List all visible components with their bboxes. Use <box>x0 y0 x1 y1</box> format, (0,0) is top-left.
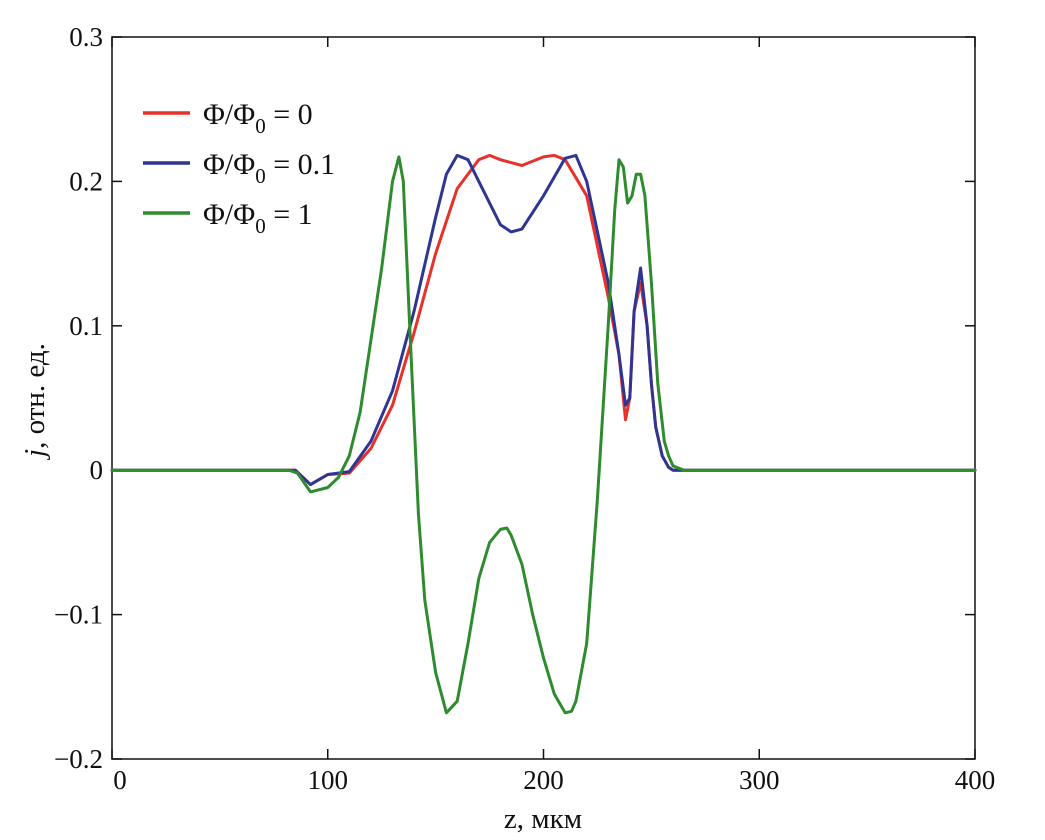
x-tick-label: 400 <box>955 765 996 795</box>
legend-label-2: Φ/Φ0 = 1 <box>203 198 313 238</box>
x-axis-title: z, мкм <box>504 803 582 835</box>
y-axis-title: j, отн. ед. <box>19 343 51 461</box>
legend-label-1: Φ/Φ0 = 0.1 <box>203 148 335 188</box>
y-axis-title-rest: , отн. ед. <box>19 343 51 449</box>
y-tick-label: 0.3 <box>69 22 103 52</box>
ticks-layer: 0 100 200 300 400 −0.2 −0.1 0 0.1 0.2 0.3 <box>54 22 995 795</box>
legend-label-0: Φ/Φ0 = 0 <box>203 98 313 138</box>
y-tick-label: 0.2 <box>69 166 103 196</box>
y-tick-label: −0.2 <box>54 744 103 774</box>
y-tick-label: 0 <box>90 455 104 485</box>
y-axis-title-italic: j <box>19 449 51 461</box>
plot-frame <box>111 36 976 760</box>
legend: Φ/Φ0 = 0 Φ/Φ0 = 0.1 Φ/Φ0 = 1 <box>143 98 335 238</box>
y-tick-label: 0.1 <box>69 311 103 341</box>
x-tick-label: 200 <box>523 765 564 795</box>
x-tick-label: 0 <box>113 765 127 795</box>
y-tick-label: −0.1 <box>54 600 103 630</box>
series-line-2 <box>110 155 977 715</box>
x-tick-label: 100 <box>308 765 349 795</box>
series-line-1 <box>110 153 977 487</box>
x-tick-label: 300 <box>739 765 780 795</box>
series-layer <box>110 153 977 715</box>
